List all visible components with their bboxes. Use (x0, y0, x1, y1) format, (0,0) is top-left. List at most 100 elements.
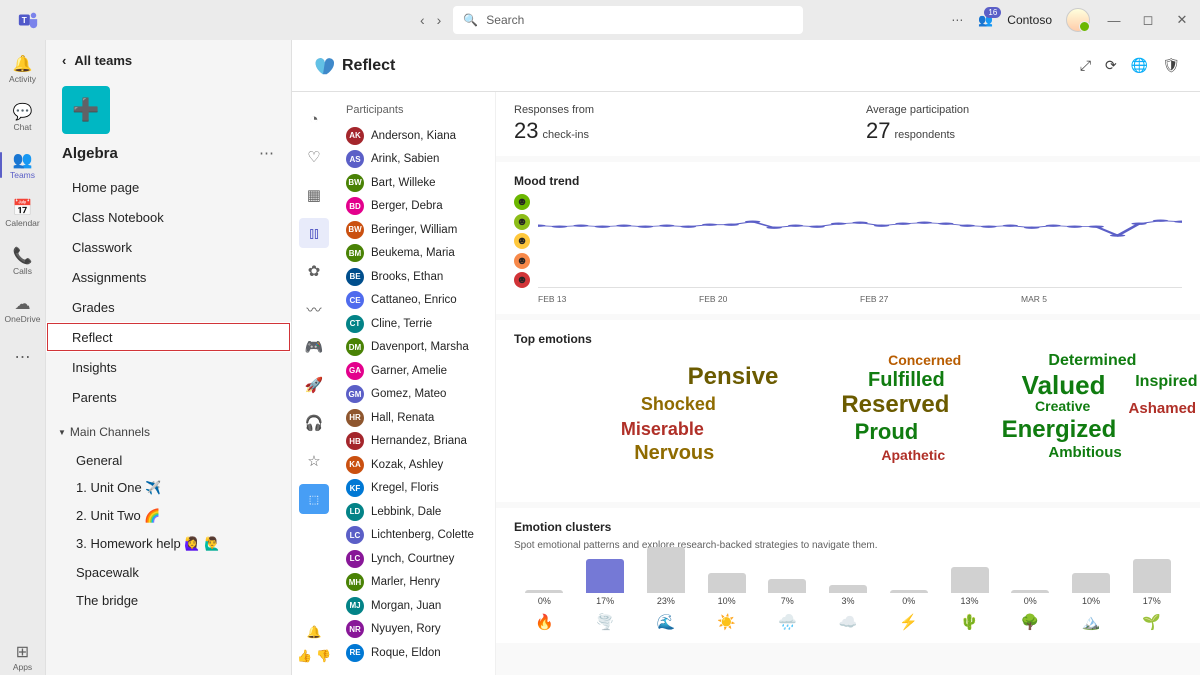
cluster-column[interactable]: 23%🌊 (635, 547, 696, 631)
participant-row[interactable]: GMGomez, Mateo (346, 383, 495, 407)
nav-class-notebook[interactable]: Class Notebook (46, 202, 291, 232)
channel-item[interactable]: The bridge (46, 586, 291, 614)
participant-row[interactable]: HBHernandez, Briana (346, 430, 495, 454)
thumbs-down-icon[interactable]: 👎 (316, 649, 331, 663)
cluster-column[interactable]: 0%🔥 (514, 590, 575, 631)
reflect-nav-item[interactable]: 🎮 (299, 332, 329, 362)
participant-row[interactable]: DMDavenport, Marsha (346, 336, 495, 360)
team-more-icon[interactable]: ⋯ (259, 144, 275, 162)
rail-teams[interactable]: 👥Teams (0, 142, 46, 188)
participant-row[interactable]: MJMorgan, Juan (346, 594, 495, 618)
emotion-word[interactable]: Energized (1002, 416, 1117, 444)
rail-more[interactable]: ⋯ (0, 334, 46, 380)
emotion-word[interactable]: Concerned (888, 352, 961, 368)
window-maximize-icon[interactable]: ◻ (1138, 12, 1158, 28)
participant-row[interactable]: HRHall, Renata (346, 406, 495, 430)
rail-calendar[interactable]: 📅Calendar (0, 190, 46, 236)
participant-row[interactable]: LCLynch, Courtney (346, 547, 495, 571)
participant-row[interactable]: KAKozak, Ashley (346, 453, 495, 477)
rail-activity[interactable]: 🔔Activity (0, 46, 46, 92)
emotion-word[interactable]: Fulfilled (868, 369, 945, 392)
participant-row[interactable]: GAGarner, Amelie (346, 359, 495, 383)
channel-item[interactable]: 3. Homework help 🙋‍♀️ 🙋‍♂️ (46, 530, 291, 558)
channel-item[interactable]: General (46, 446, 291, 474)
nav-forward-icon[interactable]: › (437, 12, 442, 28)
nav-grades[interactable]: Grades (46, 292, 291, 322)
reflect-nav-item[interactable]: 〰 (299, 294, 329, 324)
channel-item[interactable]: 1. Unit One ✈️ (46, 474, 291, 502)
emotion-word[interactable]: Valued (1022, 370, 1106, 401)
reflect-nav-item[interactable]: ⫾⫾ (299, 218, 329, 248)
cluster-column[interactable]: 0%🌳 (1000, 590, 1061, 631)
thumbs-up-icon[interactable]: 👍 (297, 649, 312, 663)
reflect-nav-item[interactable]: 🚀 (299, 370, 329, 400)
nav-assignments[interactable]: Assignments (46, 262, 291, 292)
emotion-word[interactable]: Determined (1048, 352, 1136, 370)
participant-row[interactable]: ASArink, Sabien (346, 148, 495, 172)
channels-header[interactable]: ▼ Main Channels (46, 418, 291, 446)
cluster-column[interactable]: 10%☀️ (696, 573, 757, 631)
channel-item[interactable]: Spacewalk (46, 558, 291, 586)
nav-back-icon[interactable]: ‹ (420, 12, 425, 28)
participant-row[interactable]: BWBart, Willeke (346, 171, 495, 195)
rail-chat[interactable]: 💬Chat (0, 94, 46, 140)
mood-line-chart[interactable] (538, 194, 1182, 288)
emotion-wordcloud[interactable]: PensiveShockedMiserableNervousConcernedF… (514, 352, 1182, 492)
rail-calls[interactable]: 📞Calls (0, 238, 46, 284)
participant-row[interactable]: MHMarler, Henry (346, 571, 495, 595)
team-tile-icon[interactable]: ➕ (62, 86, 110, 134)
window-minimize-icon[interactable]: ― (1104, 13, 1124, 28)
participant-row[interactable]: KFKregel, Floris (346, 477, 495, 501)
cluster-column[interactable]: 0%⚡ (878, 590, 939, 631)
search-input[interactable]: 🔍 Search (453, 6, 803, 34)
rail-apps[interactable]: ⊞Apps (0, 639, 46, 675)
bell-icon[interactable]: 🔔 (307, 625, 322, 639)
rail-onedrive[interactable]: ☁OneDrive (0, 286, 46, 332)
reflect-nav-item[interactable]: ◔ (299, 104, 329, 134)
participant-row[interactable]: AKAnderson, Kiana (346, 124, 495, 148)
more-options-icon[interactable]: ⋯ (951, 13, 964, 27)
emotion-word[interactable]: Reserved (841, 391, 949, 419)
participant-row[interactable]: LCLichtenberg, Colette (346, 524, 495, 548)
reflect-nav-item[interactable]: ♡ (299, 142, 329, 172)
participant-row[interactable]: BEBrooks, Ethan (346, 265, 495, 289)
window-close-icon[interactable]: ✕ (1172, 12, 1192, 28)
user-avatar[interactable] (1066, 8, 1090, 32)
expand-icon[interactable]: ⤢ (1080, 57, 1091, 74)
globe-icon[interactable]: 🌐 (1131, 57, 1148, 74)
reflect-nav-item[interactable]: 🎧 (299, 408, 329, 438)
participant-row[interactable]: CTCline, Terrie (346, 312, 495, 336)
nav-home-page[interactable]: Home page (46, 172, 291, 202)
reflect-nav-item[interactable]: ✿ (299, 256, 329, 286)
participant-row[interactable]: CECattaneo, Enrico (346, 289, 495, 313)
participant-row[interactable]: RERoque, Eldon (346, 641, 495, 665)
emotion-word[interactable]: Pensive (688, 363, 779, 391)
nav-reflect[interactable]: Reflect (46, 322, 291, 352)
participant-row[interactable]: NRNyuyen, Rory (346, 618, 495, 642)
nav-classwork[interactable]: Classwork (46, 232, 291, 262)
cluster-column[interactable]: 10%🏔️ (1061, 573, 1122, 631)
participant-row[interactable]: BMBeukema, Maria (346, 242, 495, 266)
emotion-word[interactable]: Proud (855, 419, 919, 445)
org-name[interactable]: Contoso (1007, 13, 1052, 27)
emotion-word[interactable]: Ashamed (1129, 400, 1197, 417)
participant-row[interactable]: LDLebbink, Dale (346, 500, 495, 524)
nav-insights[interactable]: Insights (46, 352, 291, 382)
reflect-nav-item[interactable]: ▦ (299, 180, 329, 210)
emotion-word[interactable]: Creative (1035, 398, 1090, 414)
cluster-column[interactable]: 17%🌪️ (575, 559, 636, 631)
refresh-icon[interactable]: ⟳ (1105, 57, 1117, 74)
reflect-nav-item[interactable]: ☆ (299, 446, 329, 476)
emotion-word[interactable]: Miserable (621, 419, 704, 440)
reflect-nav-item[interactable]: ⬚ (299, 484, 329, 514)
nav-parents[interactable]: Parents (46, 382, 291, 412)
emotion-word[interactable]: Ambitious (1048, 444, 1121, 461)
notifications-icon[interactable]: 👥16 (978, 13, 993, 27)
participant-row[interactable]: BWBeringer, William (346, 218, 495, 242)
shield-icon[interactable]: 🛡 (1162, 57, 1180, 74)
emotion-word[interactable]: Apathetic (881, 447, 945, 463)
emotion-word[interactable]: Shocked (641, 394, 716, 415)
channel-item[interactable]: 2. Unit Two 🌈 (46, 502, 291, 530)
cluster-column[interactable]: 3%☁️ (818, 585, 879, 631)
cluster-column[interactable]: 13%🌵 (939, 567, 1000, 631)
